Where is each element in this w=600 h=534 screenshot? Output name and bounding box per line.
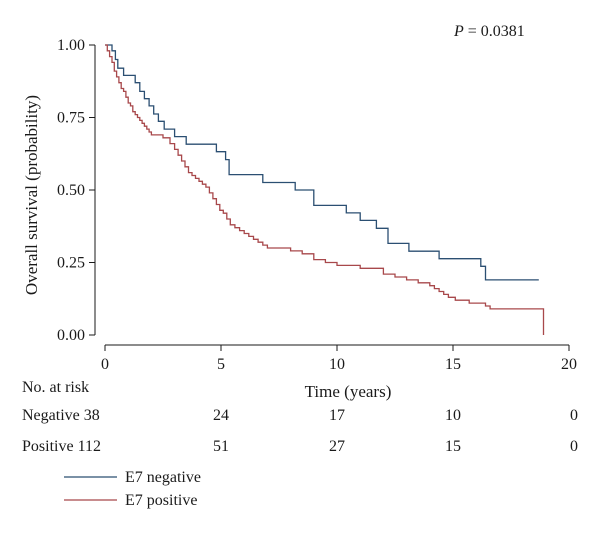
risk-value: 51 bbox=[213, 438, 229, 455]
risk-value: 10 bbox=[445, 407, 461, 424]
risk-table-title: No. at risk bbox=[22, 379, 89, 396]
x-tick-label: 0 bbox=[101, 356, 109, 373]
legend: E7 negative E7 positive bbox=[64, 469, 201, 509]
risk-row-label: Negative 38 bbox=[22, 407, 100, 424]
y-tick-label: 0.25 bbox=[57, 255, 85, 272]
risk-value: 0 bbox=[570, 407, 578, 424]
x-tick-label: 5 bbox=[217, 356, 225, 373]
legend-label: E7 negative bbox=[125, 469, 201, 486]
y-axis-label: Overall survival (probability) bbox=[22, 95, 41, 295]
risk-table: No. at risk Negative 38 24 17 10 0 Positive 1… bbox=[22, 379, 578, 455]
x-ticks: 0 5 10 15 20 bbox=[101, 345, 577, 373]
x-tick-label: 10 bbox=[329, 356, 345, 373]
y-tick-label: 0.75 bbox=[57, 110, 85, 127]
p-value-label: P bbox=[453, 23, 464, 40]
risk-value: 0 bbox=[570, 438, 578, 455]
risk-value: 24 bbox=[213, 407, 229, 424]
survival-curve-positive bbox=[105, 44, 545, 335]
risk-value: 27 bbox=[329, 438, 345, 455]
x-tick-label: 20 bbox=[561, 356, 577, 373]
legend-label: E7 positive bbox=[125, 492, 197, 509]
p-value-annotation: P = 0.0381 bbox=[453, 23, 525, 40]
y-tick-label: 0.50 bbox=[57, 182, 85, 199]
x-axis-label: Time (years) bbox=[305, 382, 392, 401]
plot-area: 0.00 0.25 0.50 0.75 1.00 0 5 10 15 20 bbox=[57, 37, 577, 373]
x-tick-label: 15 bbox=[445, 356, 461, 373]
y-tick-label: 1.00 bbox=[57, 37, 85, 54]
p-value-text: = 0.0381 bbox=[464, 23, 525, 40]
risk-value: 17 bbox=[329, 407, 345, 424]
survival-curve-negative bbox=[105, 44, 539, 281]
risk-value: 15 bbox=[445, 438, 461, 455]
risk-row-label: Positive 112 bbox=[22, 438, 101, 455]
y-tick-label: 0.00 bbox=[57, 327, 85, 344]
survival-curves bbox=[105, 44, 545, 335]
y-ticks: 0.00 0.25 0.50 0.75 1.00 bbox=[57, 37, 95, 344]
